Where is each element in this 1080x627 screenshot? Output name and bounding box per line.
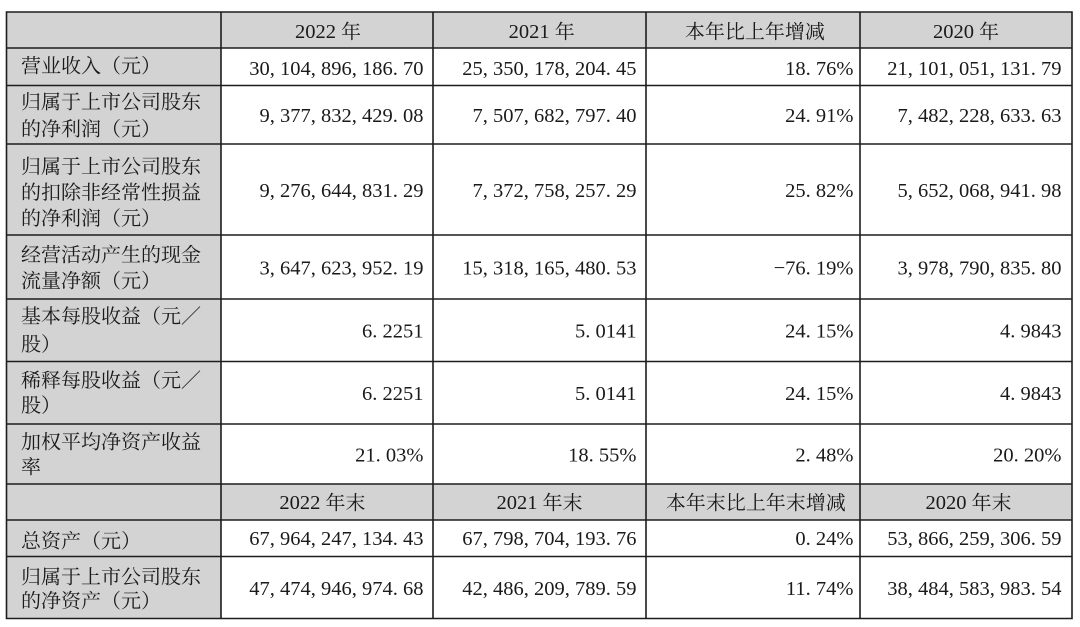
svg-text:4. 9843: 4. 9843	[1000, 383, 1062, 405]
svg-text:2022: 2022	[279, 492, 320, 514]
svg-text:15, 318, 165, 480. 53: 15, 318, 165, 480. 53	[462, 257, 636, 279]
svg-text:2. 48%: 2. 48%	[795, 444, 853, 466]
svg-text:2020: 2020	[933, 21, 974, 43]
svg-text:11. 74%: 11. 74%	[786, 578, 854, 600]
svg-text:67, 798, 704, 193. 76: 67, 798, 704, 193. 76	[462, 528, 636, 550]
svg-text:4. 9843: 4. 9843	[1000, 321, 1062, 343]
svg-text:25. 82%: 25. 82%	[785, 180, 853, 202]
svg-text:18. 55%: 18. 55%	[568, 444, 636, 466]
svg-text:30, 104, 896, 186. 70: 30, 104, 896, 186. 70	[249, 58, 423, 80]
svg-text:7, 482, 228, 633. 63: 7, 482, 228, 633. 63	[898, 105, 1062, 127]
svg-text:9, 377, 832, 429. 08: 9, 377, 832, 429. 08	[260, 105, 424, 127]
svg-text:20. 20%: 20. 20%	[993, 444, 1061, 466]
svg-text:2021: 2021	[496, 492, 537, 514]
svg-text:2021: 2021	[509, 21, 550, 43]
svg-text:0. 24%: 0. 24%	[795, 528, 853, 550]
svg-text:24. 15%: 24. 15%	[785, 383, 853, 405]
svg-text:5. 0141: 5. 0141	[575, 321, 637, 343]
svg-text:25, 350, 178, 204. 45: 25, 350, 178, 204. 45	[462, 58, 636, 80]
svg-text:6. 2251: 6. 2251	[362, 321, 424, 343]
svg-text:2022: 2022	[295, 21, 336, 43]
svg-text:6. 2251: 6. 2251	[362, 383, 424, 405]
svg-text:24. 91%: 24. 91%	[785, 105, 853, 127]
svg-text:5, 652, 068, 941. 98: 5, 652, 068, 941. 98	[898, 180, 1062, 202]
svg-text:42, 486, 209, 789. 59: 42, 486, 209, 789. 59	[462, 578, 636, 600]
svg-text:7, 372, 758, 257. 29: 7, 372, 758, 257. 29	[473, 180, 637, 202]
svg-text:18. 76%: 18. 76%	[785, 58, 853, 80]
svg-text:9, 276, 644, 831. 29: 9, 276, 644, 831. 29	[260, 180, 424, 202]
svg-text:3, 978, 790, 835. 80: 3, 978, 790, 835. 80	[898, 257, 1062, 279]
svg-text:5. 0141: 5. 0141	[575, 383, 637, 405]
svg-text:67, 964, 247, 134. 43: 67, 964, 247, 134. 43	[249, 528, 423, 550]
svg-text:21, 101, 051, 131. 79: 21, 101, 051, 131. 79	[887, 58, 1061, 80]
svg-text:2020: 2020	[925, 492, 966, 514]
svg-text:53, 866, 259, 306. 59: 53, 866, 259, 306. 59	[887, 528, 1061, 550]
svg-text:21. 03%: 21. 03%	[355, 444, 423, 466]
svg-text:7, 507, 682, 797. 40: 7, 507, 682, 797. 40	[473, 105, 637, 127]
svg-text:47, 474, 946, 974. 68: 47, 474, 946, 974. 68	[249, 578, 423, 600]
svg-text:−76. 19%: −76. 19%	[774, 257, 854, 279]
svg-text:24. 15%: 24. 15%	[785, 321, 853, 343]
svg-text:38, 484, 583, 983. 54: 38, 484, 583, 983. 54	[887, 578, 1061, 600]
svg-text:3, 647, 623, 952. 19: 3, 647, 623, 952. 19	[260, 257, 424, 279]
